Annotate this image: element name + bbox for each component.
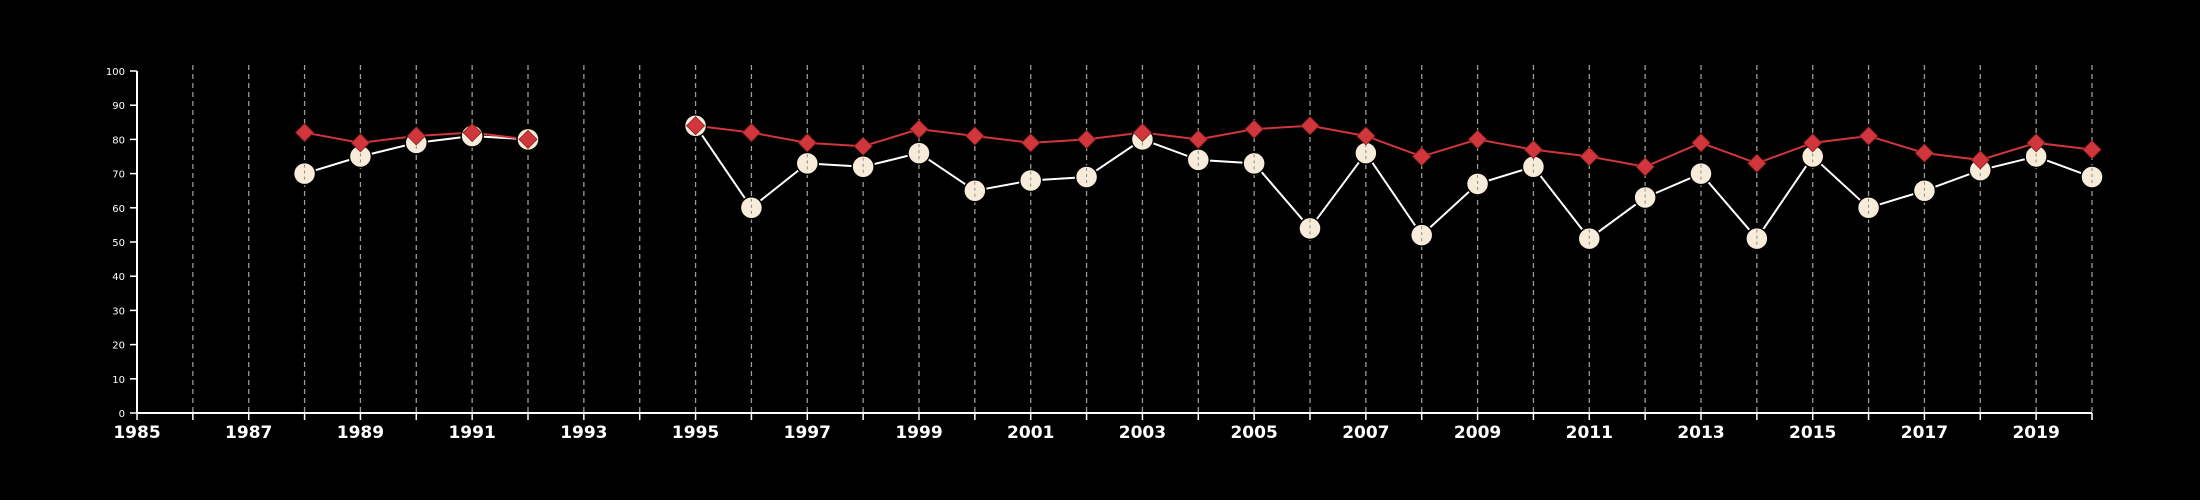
series-diamond-line-1	[695, 124, 2093, 168]
y-tick-label-100: 100	[106, 67, 125, 78]
y-tick-label-0: 0	[119, 409, 125, 420]
x-tick-label-1987: 1987	[225, 423, 272, 443]
diamond-point-1998	[853, 136, 873, 156]
x-tick-label-2007: 2007	[1342, 423, 1389, 443]
y-tick-label-30: 30	[112, 306, 125, 317]
x-tick-label-2005: 2005	[1230, 423, 1277, 443]
diamond-point-2004	[1188, 129, 1208, 149]
y-tick-label-90: 90	[112, 101, 125, 112]
y-tick-label-10: 10	[112, 375, 125, 386]
diamond-point-1999	[909, 119, 929, 139]
diamond-point-2017	[1914, 143, 1934, 163]
diamond-point-1990	[406, 126, 426, 146]
diamond-point-1995	[686, 116, 706, 136]
diamond-point-2016	[1859, 126, 1879, 146]
x-tick-label-2011: 2011	[1566, 423, 1613, 443]
x-tick-label-2003: 2003	[1119, 423, 1166, 443]
diamond-point-2012	[1635, 157, 1655, 177]
diamond-point-2015	[1803, 133, 1823, 153]
x-tick-label-2013: 2013	[1677, 423, 1724, 443]
x-tick-label-1985: 1985	[113, 423, 160, 443]
diamond-point-2009	[1468, 129, 1488, 149]
diamond-point-2019	[2026, 133, 2046, 153]
x-tick-label-2017: 2017	[1901, 423, 1948, 443]
x-tick-label-1991: 1991	[448, 423, 495, 443]
grid-lines	[192, 65, 2093, 413]
diamond-point-2006	[1300, 116, 1320, 136]
diamond-point-1991	[462, 122, 482, 143]
diamond-point-1989	[350, 133, 370, 153]
diamond-point-2003	[1132, 122, 1152, 143]
y-tick-label-20: 20	[112, 341, 125, 352]
x-tick-label-1997: 1997	[784, 423, 831, 443]
diamond-point-1997	[797, 133, 817, 153]
diamond-point-2018	[1970, 150, 1990, 170]
series-group	[292, 113, 2104, 251]
diamond-point-2008	[1412, 146, 1432, 167]
diamond-point-1996	[741, 122, 761, 143]
diamond-point-2014	[1747, 153, 1767, 173]
diamond-point-2020	[2082, 140, 2102, 160]
y-tick-label-70: 70	[112, 170, 125, 181]
diamond-point-2011	[1579, 146, 1599, 167]
x-tick-label-2009: 2009	[1454, 423, 1501, 443]
diamond-point-2002	[1077, 129, 1097, 149]
y-tick-label-80: 80	[112, 135, 125, 146]
x-tick-label-2015: 2015	[1789, 423, 1836, 443]
x-tick-label-2001: 2001	[1007, 423, 1054, 443]
diamond-point-2000	[965, 126, 985, 146]
x-tick-label-1989: 1989	[337, 423, 384, 443]
y-tick-label-50: 50	[112, 238, 125, 249]
x-tick-label-1995: 1995	[672, 423, 719, 443]
x-tick-label-1993: 1993	[560, 423, 607, 443]
diamond-point-1992	[518, 129, 538, 149]
series-circle-line-1	[694, 125, 2093, 241]
diamond-point-2001	[1021, 133, 1041, 153]
diamond-point-1988	[295, 122, 315, 143]
diamond-point-2010	[1523, 140, 1543, 160]
diamond-point-2007	[1356, 126, 1376, 146]
diamond-point-2005	[1244, 119, 1264, 139]
diamond-point-2013	[1691, 133, 1711, 153]
x-tick-label-2019: 2019	[2012, 423, 2059, 443]
y-tick-label-60: 60	[112, 204, 125, 215]
y-tick-label-40: 40	[112, 272, 125, 283]
axes: 0 10 20 30 40 50 60 70 80 90 100 1985 1987 1989 1991 19…	[106, 67, 2093, 443]
x-tick-label-1999: 1999	[895, 423, 942, 443]
